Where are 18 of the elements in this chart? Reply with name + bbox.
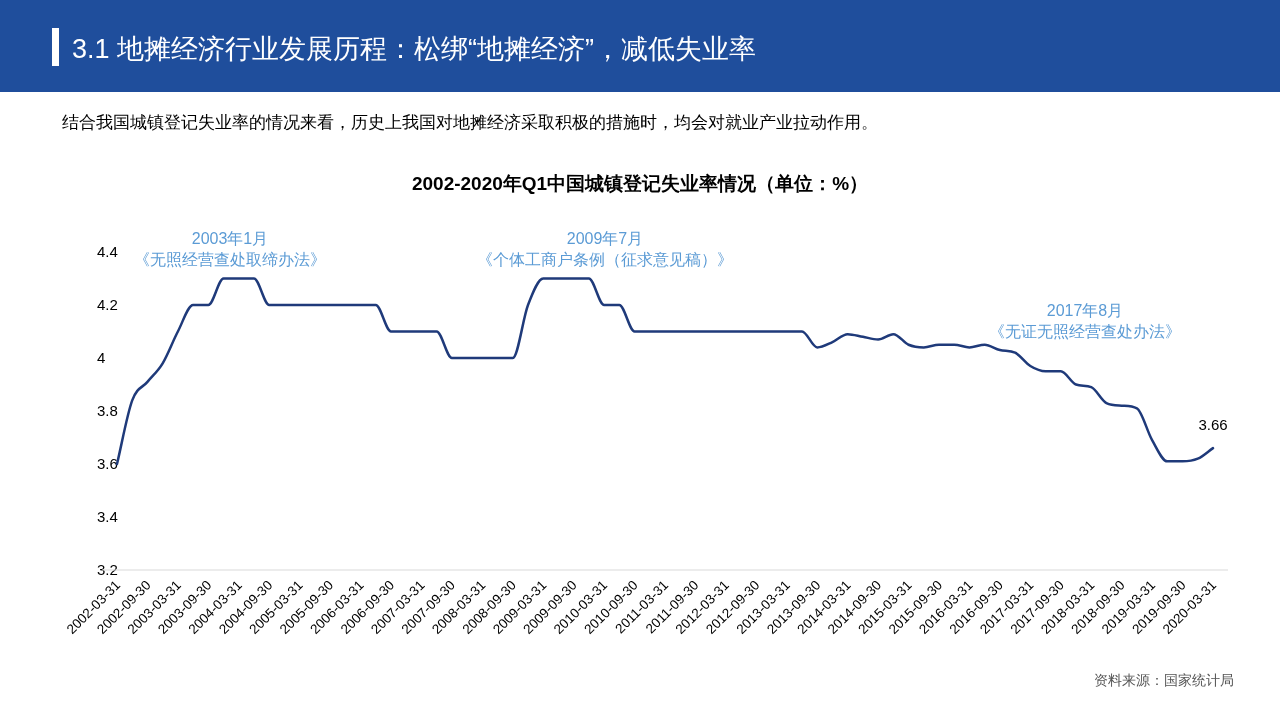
annotation: 2017年8月	[1046, 302, 1124, 319]
y-tick-label: 4	[97, 349, 106, 366]
annotation: 《个体工商户条例（征求意见稿）》	[477, 251, 733, 268]
y-tick-label: 3.8	[97, 402, 118, 419]
text: 3.1 地摊经济行业发展历程：松绑“地摊经济”，减低失业率	[72, 34, 757, 64]
annotation: 《无照经营查处取缔办法》	[134, 251, 326, 268]
annotation: 《无证无照经营查处办法》	[989, 323, 1181, 340]
text: 2009年7月	[566, 230, 644, 247]
y-tick-label: 3.2	[97, 561, 118, 578]
y-tick-label: 4.4	[97, 243, 118, 260]
text: 2003年1月	[191, 230, 269, 247]
data-label: 3.66	[1198, 416, 1228, 434]
y-tick-label: 4.2	[97, 296, 118, 313]
text: 结合我国城镇登记失业率的情况来看，历史上我国对地摊经济采取积极的措施时，均会对就业产业拉动作用。	[62, 113, 878, 132]
y-tick-label: 3.4	[97, 508, 118, 525]
text: 资料来源：国家统计局	[1094, 672, 1234, 688]
chart-title: 2002-2020年Q1中国城镇登记失业率情况（单位：%）	[411, 173, 869, 194]
y-tick-label: 3.6	[97, 455, 118, 472]
